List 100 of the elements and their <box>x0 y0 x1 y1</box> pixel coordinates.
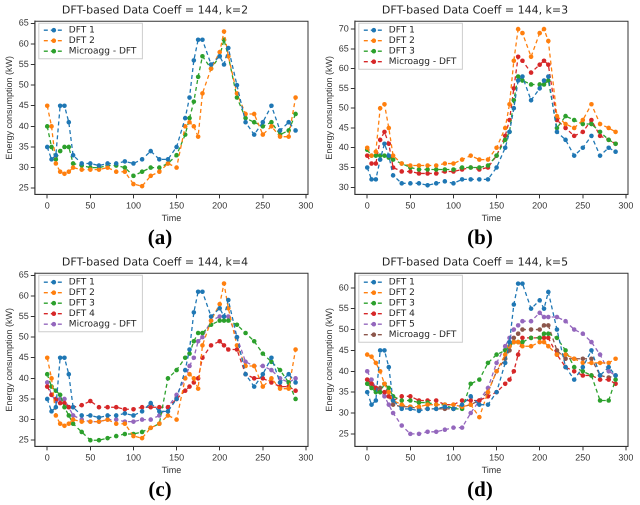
point <box>528 98 534 103</box>
point <box>222 62 226 67</box>
point <box>79 402 84 408</box>
point <box>114 413 119 418</box>
point <box>554 314 560 320</box>
point <box>528 306 534 311</box>
point <box>269 368 274 372</box>
point <box>390 173 396 178</box>
point <box>293 347 298 352</box>
point <box>546 323 551 328</box>
point <box>542 58 546 64</box>
legend-label: Microagg - DFT <box>388 57 457 68</box>
y-tick-label: 65 <box>338 43 349 54</box>
point <box>96 404 102 410</box>
point <box>486 157 490 162</box>
point <box>572 134 576 138</box>
point <box>542 306 546 311</box>
point <box>208 314 214 319</box>
point <box>416 181 422 186</box>
point <box>131 413 136 418</box>
point <box>364 390 370 394</box>
point <box>442 404 448 410</box>
point <box>79 413 84 418</box>
point <box>222 318 226 323</box>
point <box>378 106 382 110</box>
point <box>114 434 119 438</box>
point <box>260 132 266 137</box>
y-tick-label: 40 <box>18 120 29 131</box>
x-tick-label: 300 <box>298 452 314 462</box>
point <box>148 400 154 406</box>
point <box>278 368 282 372</box>
point <box>399 394 404 399</box>
point <box>200 54 205 59</box>
point <box>546 331 551 336</box>
point <box>148 165 154 170</box>
point <box>537 310 542 316</box>
point <box>49 144 54 150</box>
point <box>196 134 200 139</box>
legend-label: Microagg - DFT <box>68 320 137 330</box>
legend-label: DFT 1 <box>388 278 415 288</box>
point <box>589 348 594 353</box>
y-tick-label: 30 <box>18 414 29 424</box>
point <box>66 413 72 418</box>
point <box>369 354 374 359</box>
point <box>70 161 76 166</box>
point <box>79 167 84 172</box>
point <box>520 327 525 332</box>
point <box>66 120 72 125</box>
point <box>157 409 162 414</box>
point <box>293 95 298 100</box>
point <box>196 330 200 336</box>
point <box>546 62 551 67</box>
point <box>286 372 291 377</box>
point <box>49 124 54 129</box>
x-axis-title: Time <box>482 465 502 476</box>
x-tick-label: 150 <box>489 200 504 210</box>
point <box>157 169 162 174</box>
point <box>157 165 162 170</box>
point <box>563 352 568 357</box>
y-tick-label: 65 <box>18 270 29 280</box>
legend-label: DFT 4 <box>388 309 416 320</box>
point <box>217 314 222 319</box>
point <box>460 398 464 403</box>
point <box>252 384 256 389</box>
x-tick-label: 250 <box>255 452 270 462</box>
point <box>187 384 192 389</box>
point <box>546 290 551 294</box>
point <box>386 386 392 390</box>
point <box>408 432 413 436</box>
point <box>507 102 512 107</box>
point <box>572 126 576 130</box>
point <box>434 167 439 172</box>
x-tick-label: 0 <box>44 452 50 462</box>
y-tick-label: 55 <box>18 58 29 69</box>
point <box>606 398 611 403</box>
legend-label: DFT 1 <box>68 26 95 36</box>
point <box>66 372 72 377</box>
point <box>516 323 520 328</box>
point <box>528 70 534 75</box>
point <box>269 380 274 385</box>
x-tick-label: 100 <box>446 452 461 462</box>
x-tick-label: 250 <box>255 200 270 210</box>
point <box>208 62 214 67</box>
y-tick-label: 25 <box>18 182 29 193</box>
point <box>222 29 226 34</box>
point <box>528 54 534 60</box>
point <box>537 340 542 344</box>
point <box>572 368 576 374</box>
point <box>416 167 422 172</box>
point <box>580 331 586 336</box>
point <box>390 402 396 407</box>
point <box>140 184 144 188</box>
point <box>166 409 170 414</box>
point <box>537 86 542 91</box>
point <box>502 344 508 349</box>
point <box>269 124 274 129</box>
point <box>105 404 110 410</box>
point <box>49 376 54 381</box>
point <box>486 177 490 182</box>
point <box>512 368 516 374</box>
